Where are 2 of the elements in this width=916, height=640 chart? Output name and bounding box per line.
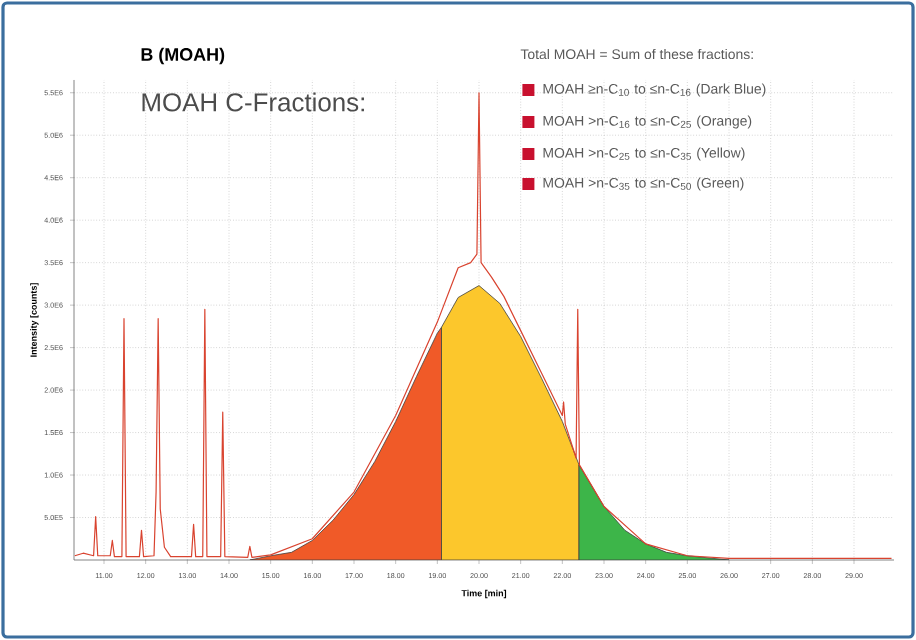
chart-title: B (MOAH) <box>141 47 225 65</box>
chart-subtitle: MOAH C-Fractions: <box>142 92 364 112</box>
